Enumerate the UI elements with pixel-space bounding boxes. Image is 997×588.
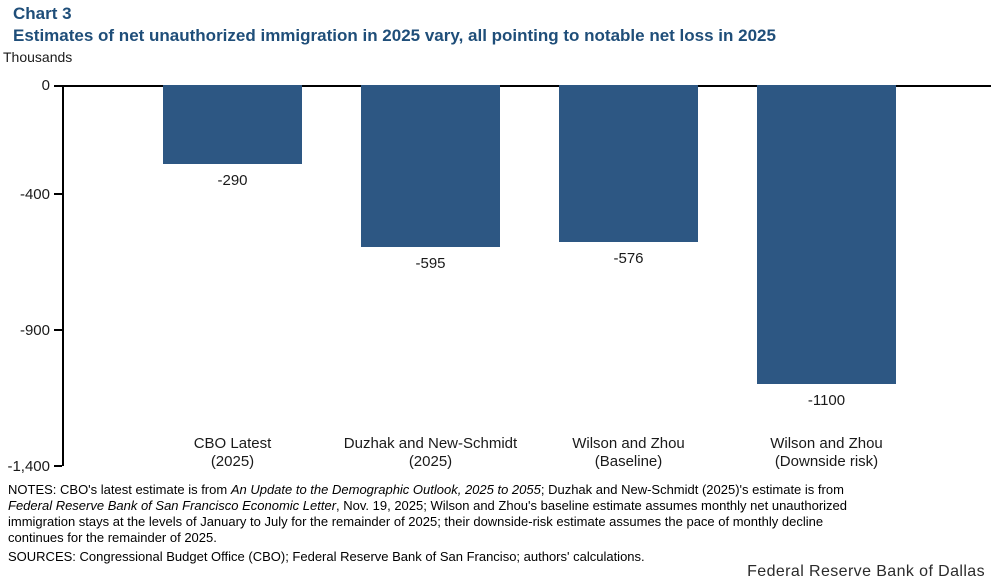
category-label-line: Duzhak and New-Schmidt <box>343 435 518 452</box>
notes-segment: ; Duzhak and New-Schmidt (2025)'s estima… <box>540 482 844 497</box>
category-label: Wilson and Zhou (Baseline) <box>519 435 739 471</box>
bar <box>559 85 698 242</box>
notes-line: continues for the remainder of 2025. <box>8 530 983 546</box>
category-label-line: CBO Latest <box>193 435 272 452</box>
notes-segment: , Nov. 19, 2025; Wilson and Zhou's basel… <box>336 498 848 513</box>
notes-segment: continues for the remainder of 2025. <box>8 530 217 545</box>
category-label: Wilson and Zhou (Downside risk) <box>717 435 937 471</box>
notes-segment: immigration stays at the levels of Janua… <box>8 514 824 529</box>
notes-text: NOTES: CBO's latest estimate is from An … <box>8 482 983 546</box>
bar-value-label: -595 <box>415 255 446 272</box>
category-label: Duzhak and New-Schmidt (2025) <box>321 435 541 471</box>
plot-area: 0 -400 -900 -1,400 -290 -595 -576 -1100 CBO La… <box>7 78 991 474</box>
category-label: CBO Latest (2025) <box>123 435 343 471</box>
y-tick-label: -1,400 <box>7 458 50 475</box>
notes-italic-segment: Federal Reserve Bank of San Francisco Ec… <box>8 498 337 513</box>
y-axis-line <box>62 85 64 466</box>
notes-segment: NOTES: CBO's latest estimate is from <box>8 482 231 497</box>
y-tick-label: 0 <box>41 77 50 94</box>
y-tick-label: -900 <box>19 322 50 339</box>
y-tick-mark <box>54 465 62 467</box>
sources-text: SOURCES: Congressional Budget Office (CB… <box>8 549 645 564</box>
category-label-line: Wilson and Zhou <box>572 435 685 452</box>
bar-value-label: -290 <box>217 172 248 189</box>
y-axis-units-label: Thousands <box>3 49 73 65</box>
bar-value-label: -576 <box>613 250 644 267</box>
bar <box>163 85 302 164</box>
notes-line: immigration stays at the levels of Janua… <box>8 514 983 530</box>
category-label-line: Wilson and Zhou <box>770 435 883 452</box>
y-tick-mark <box>54 193 62 195</box>
notes-line: Federal Reserve Bank of San Francisco Ec… <box>8 498 983 514</box>
y-tick-mark <box>54 329 62 331</box>
category-label-line: (Baseline) <box>594 453 663 470</box>
chart-title: Estimates of net unauthorized immigratio… <box>13 26 776 45</box>
y-tick-label: -400 <box>19 186 50 203</box>
category-label-line: (2025) <box>408 453 453 470</box>
bar <box>757 85 896 384</box>
chart-number-label: Chart 3 <box>13 4 72 23</box>
notes-line: NOTES: CBO's latest estimate is from An … <box>8 482 983 498</box>
bar <box>361 85 500 247</box>
category-label-line: (Downside risk) <box>774 453 879 470</box>
y-tick-mark <box>54 85 62 87</box>
zero-axis-line <box>62 85 991 87</box>
bar-value-label: -1100 <box>807 392 846 409</box>
category-label-line: (2025) <box>210 453 255 470</box>
dallas-fed-wordmark: Federal Reserve Bank of Dallas <box>747 563 985 580</box>
notes-italic-segment: An Update to the Demographic Outlook, 20… <box>230 482 541 497</box>
